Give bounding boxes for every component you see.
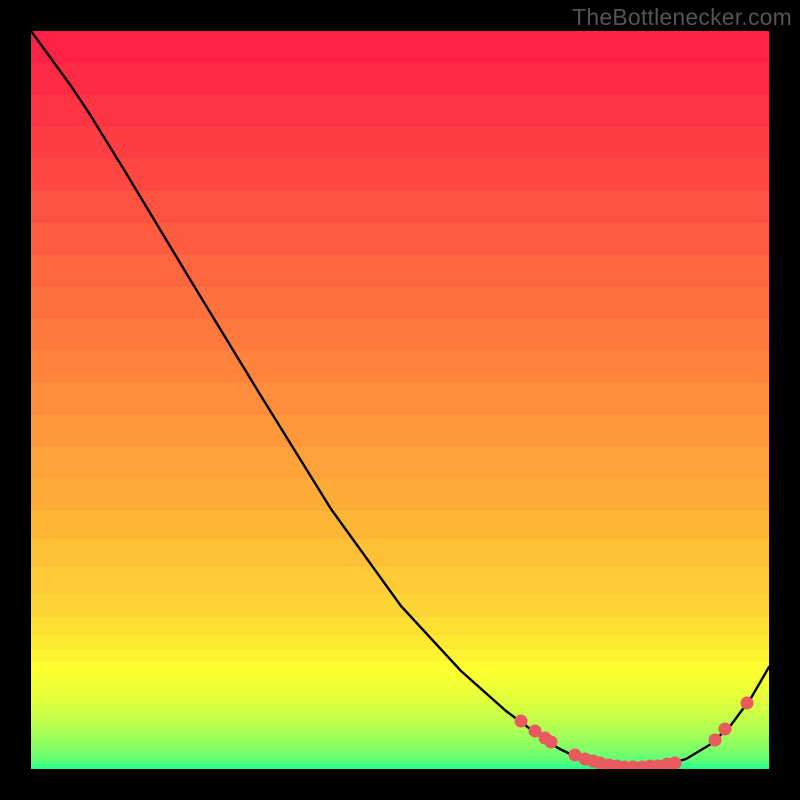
curve-marker bbox=[669, 757, 682, 770]
gradient-band bbox=[31, 539, 769, 568]
curve-marker bbox=[719, 723, 732, 736]
gradient-band bbox=[31, 127, 769, 160]
gradient-band bbox=[31, 742, 769, 747]
gradient-band bbox=[31, 697, 769, 705]
gradient-band bbox=[31, 635, 769, 650]
gradient-band bbox=[31, 447, 769, 480]
gradient-band bbox=[31, 287, 769, 320]
curve-marker bbox=[515, 715, 528, 728]
gradient-band bbox=[31, 738, 769, 743]
gradient-band bbox=[31, 191, 769, 224]
gradient-band bbox=[31, 681, 769, 690]
gradient-band bbox=[31, 223, 769, 256]
gradient-bands bbox=[31, 31, 769, 769]
gradient-band bbox=[31, 479, 769, 512]
curve-marker bbox=[709, 734, 722, 747]
gradient-band bbox=[31, 710, 769, 717]
gradient-band bbox=[31, 63, 769, 96]
gradient-band bbox=[31, 734, 769, 739]
gradient-band bbox=[31, 704, 769, 711]
gradient-band bbox=[31, 567, 769, 594]
curve-marker bbox=[545, 736, 558, 749]
gradient-band bbox=[31, 159, 769, 192]
watermark-text: TheBottlenecker.com bbox=[572, 4, 792, 31]
gradient-band bbox=[31, 726, 769, 731]
gradient-band bbox=[31, 661, 769, 672]
gradient-band bbox=[31, 617, 769, 636]
gradient-band bbox=[31, 415, 769, 448]
gradient-band bbox=[31, 95, 769, 128]
plot-svg bbox=[31, 31, 769, 769]
gradient-band bbox=[31, 255, 769, 288]
plot-area bbox=[31, 31, 769, 769]
curve-marker bbox=[741, 697, 754, 710]
gradient-band bbox=[31, 351, 769, 384]
gradient-band bbox=[31, 383, 769, 416]
gradient-band bbox=[31, 721, 769, 727]
gradient-band bbox=[31, 511, 769, 540]
gradient-band bbox=[31, 689, 769, 698]
gradient-band bbox=[31, 716, 769, 722]
gradient-band bbox=[31, 649, 769, 662]
chart-stage: TheBottlenecker.com bbox=[0, 0, 800, 800]
gradient-band bbox=[31, 730, 769, 735]
gradient-band bbox=[31, 31, 769, 64]
gradient-band bbox=[31, 671, 769, 682]
gradient-band bbox=[31, 319, 769, 352]
